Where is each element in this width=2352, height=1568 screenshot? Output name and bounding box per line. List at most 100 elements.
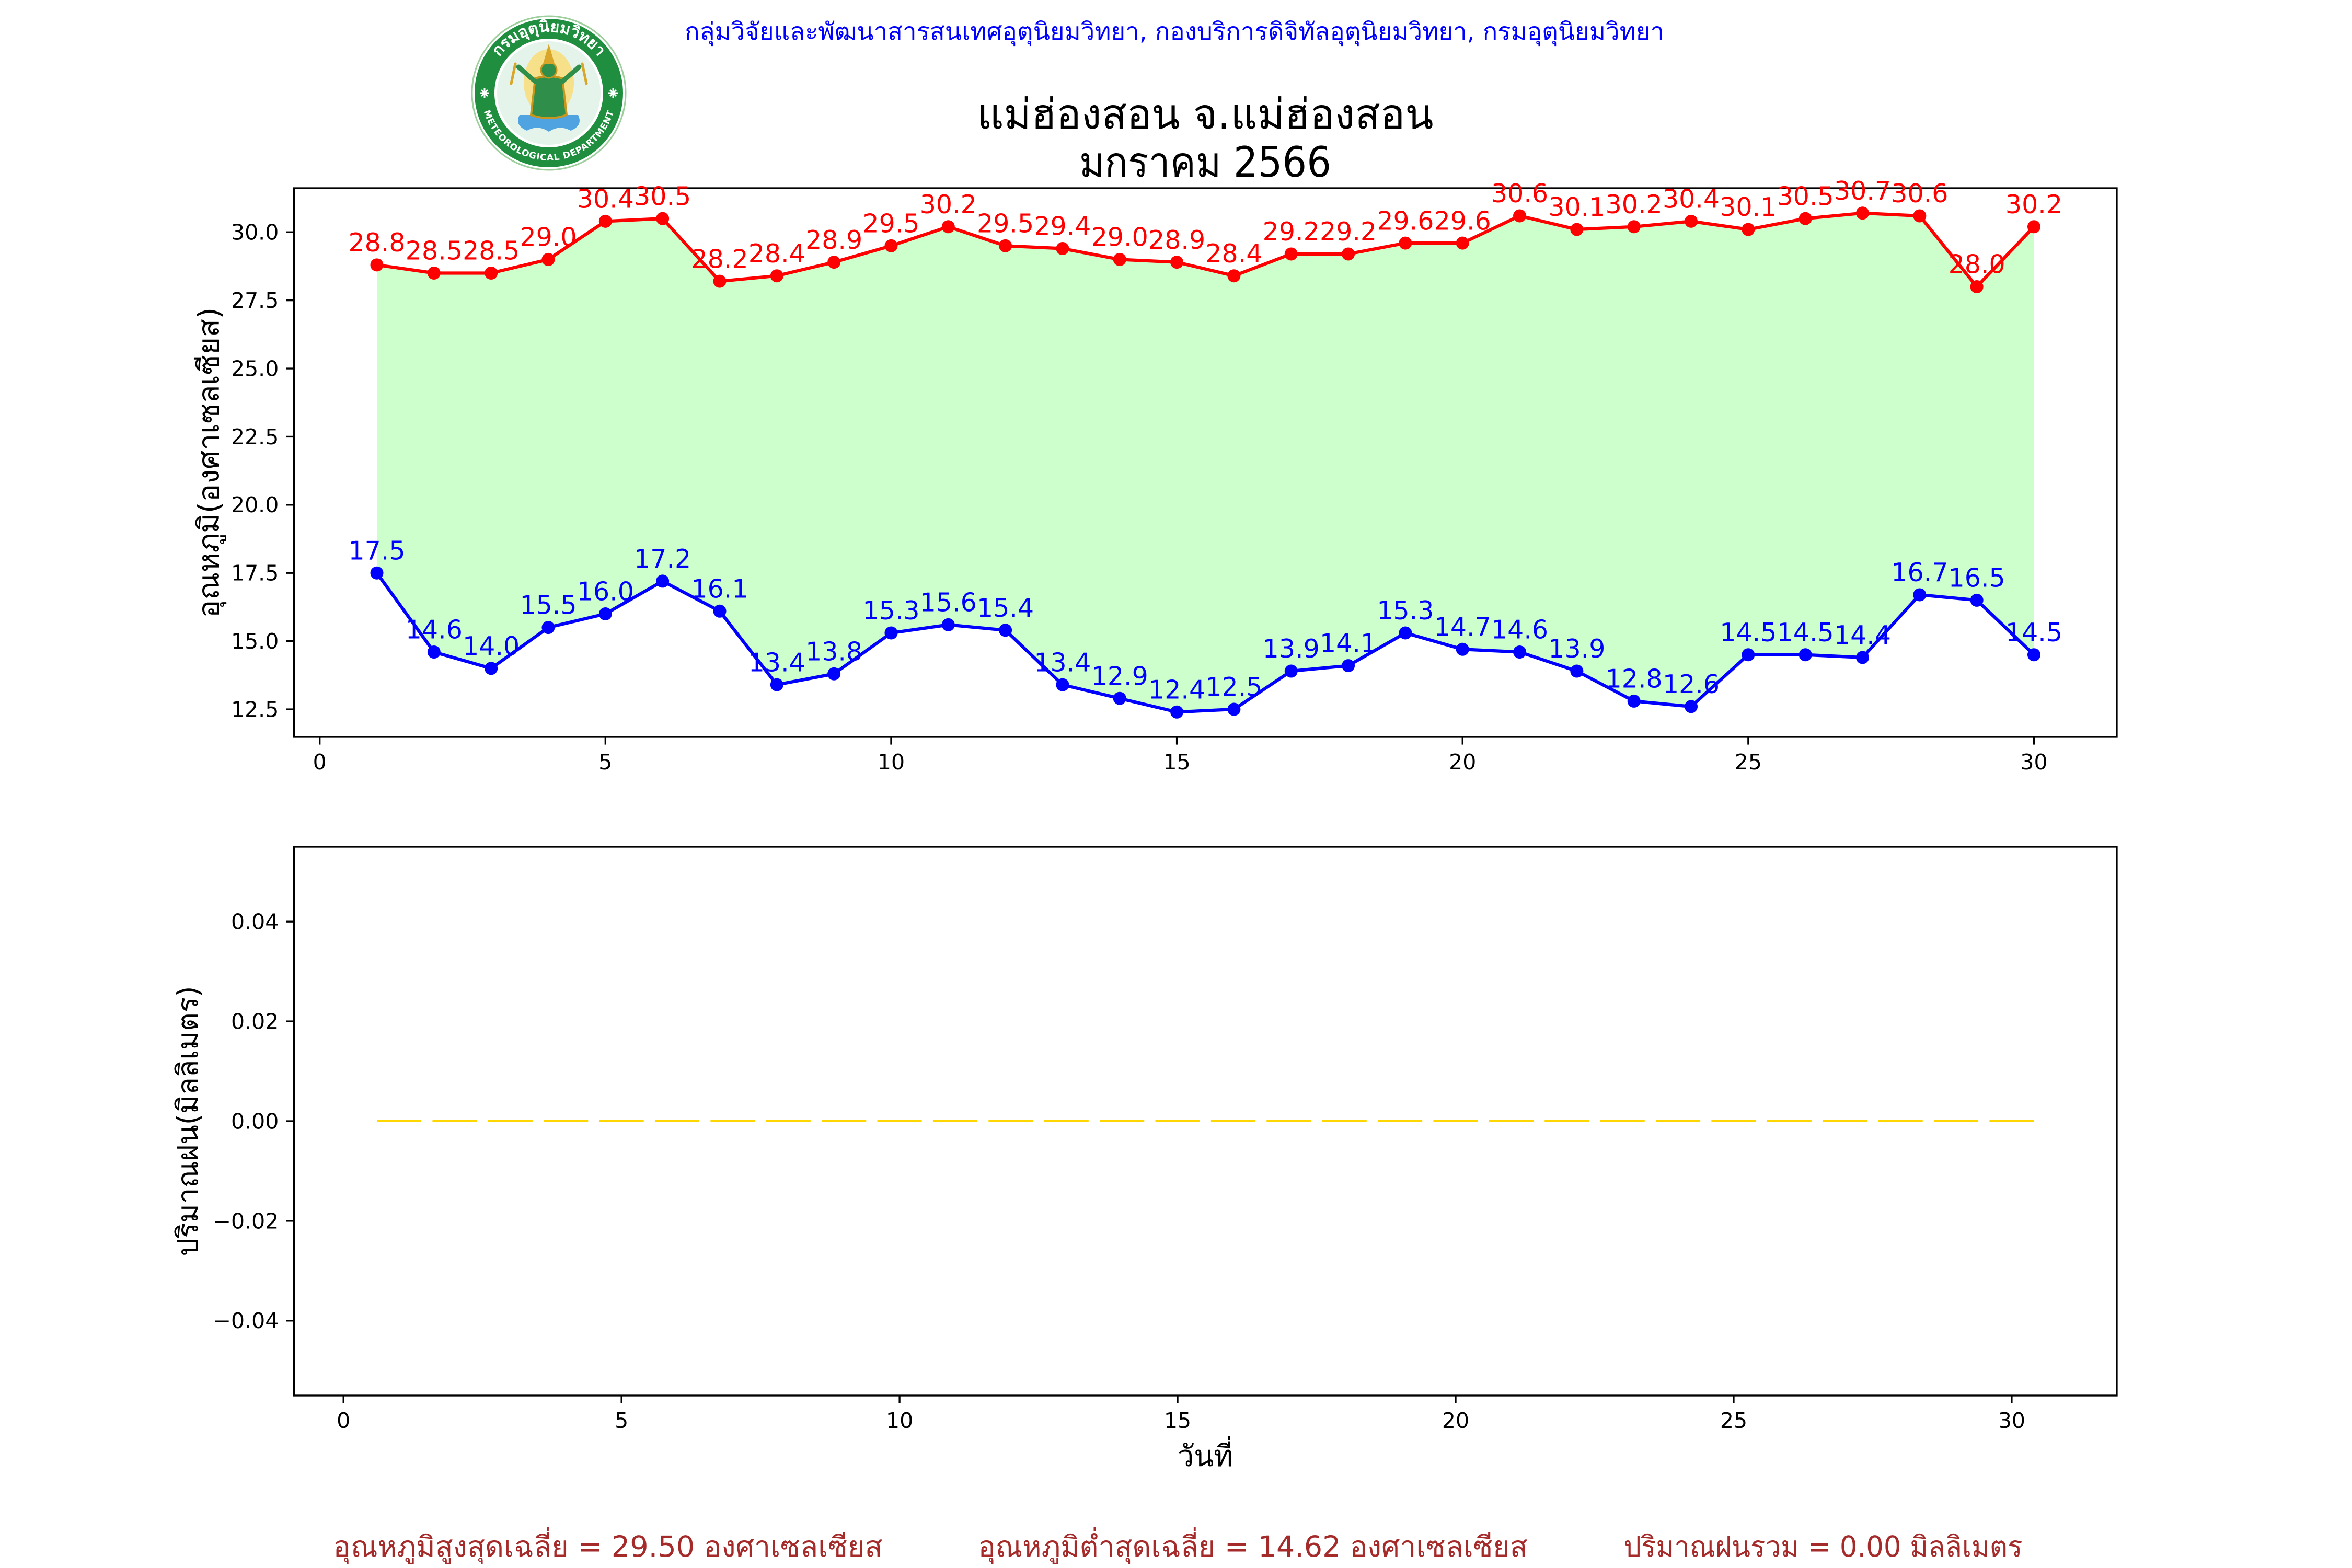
max-temp-value-label: 30.6 [1491, 179, 1548, 209]
rain-bar [1711, 1120, 1756, 1122]
min-temp-value-label: 16.5 [1949, 563, 2005, 593]
rain-bar [1155, 1120, 1200, 1122]
min-temp-point [999, 624, 1012, 637]
min-temp-value-label: 12.5 [1205, 672, 1262, 702]
min-temp-point [485, 662, 498, 675]
min-temp-point [656, 574, 670, 588]
max-temp-value-label: 30.4 [577, 185, 634, 214]
rain-bar [544, 1120, 589, 1122]
max-temp-point [598, 214, 612, 228]
min-temp-value-label: 15.4 [977, 593, 1034, 623]
rain-bar [654, 1120, 700, 1122]
temperature-y-tick-label: 27.5 [231, 288, 279, 313]
min-temp-value-label: 16.7 [1891, 558, 1948, 587]
rain-bar [1433, 1120, 1478, 1122]
rainfall-y-tick-label: 0.02 [231, 1009, 279, 1034]
min-temp-point [1798, 648, 1812, 662]
max-temp-value-label: 30.5 [1777, 181, 1834, 211]
emblem-arms [516, 64, 582, 84]
temperature-range-fill [377, 213, 2034, 712]
max-temp-point [1342, 247, 1355, 261]
max-temp-point [2027, 220, 2040, 234]
rain-bar [1322, 1120, 1367, 1122]
rain-bar [1100, 1120, 1145, 1122]
min-temp-point [941, 618, 955, 631]
rainfall-y-tick-label: −0.02 [213, 1208, 279, 1233]
temperature-x-tick-label: 0 [313, 750, 327, 775]
min-temp-point [541, 621, 555, 635]
rain-bar [1933, 1120, 1979, 1122]
max-temp-point [1570, 223, 1584, 236]
max-temp-point [941, 220, 955, 234]
max-temp-value-label: 29.6 [1434, 206, 1491, 236]
min-temp-value-label: 13.9 [1263, 634, 1320, 664]
min-temp-point [1855, 651, 1869, 664]
max-temp-value-label: 29.0 [520, 223, 577, 252]
max-temp-point [370, 258, 384, 272]
summary-total-rain: ปริมาณฝนรวม = 0.00 มิลลิเมตร [1624, 1530, 2023, 1563]
rain-bar [766, 1120, 811, 1122]
min-temp-point [1913, 588, 1927, 602]
max-temp-point [1855, 206, 1869, 220]
max-temp-point [485, 266, 498, 280]
temperature-y-tick-label: 22.5 [231, 424, 279, 449]
max-temp-point [999, 239, 1012, 252]
min-temp-point [1970, 593, 1984, 607]
min-temp-point [713, 604, 727, 618]
temperature-y-axis-label: อุณหภูมิ(องศาเซลเซียส) [192, 307, 227, 618]
rain-bar [1044, 1120, 1089, 1122]
min-temp-value-label: 17.5 [348, 536, 405, 566]
min-temp-value-label: 14.5 [1777, 618, 1834, 648]
max-temp-point [1399, 236, 1412, 250]
rainfall-y-tick-label: −0.04 [213, 1308, 279, 1333]
max-temp-value-label: 28.9 [1148, 225, 1205, 255]
max-temp-value-label: 30.2 [1606, 190, 1663, 220]
max-temp-point [1170, 256, 1184, 269]
min-temp-line [375, 572, 2035, 714]
max-temp-value-label: 29.6 [1377, 206, 1434, 236]
chart-subtitle: มกราคม 2566 [1079, 138, 1331, 187]
min-temp-point [1627, 694, 1641, 708]
min-temp-value-label: 15.3 [862, 596, 919, 626]
rainfall-x-tick-label: 20 [1442, 1408, 1469, 1433]
max-temp-value-label: 30.7 [1834, 176, 1891, 206]
rain-bar [1544, 1120, 1589, 1122]
temperature-y-tick-label: 17.5 [231, 561, 279, 586]
rain-bar [1266, 1120, 1311, 1122]
max-temp-point [1113, 252, 1126, 266]
temperature-x-tick-label: 30 [2020, 750, 2047, 775]
max-temp-value-label: 29.2 [1263, 217, 1320, 247]
rain-bar [710, 1120, 755, 1122]
min-temp-value-label: 14.5 [2005, 618, 2062, 648]
header-credit: กลุ่มวิจัยและพัฒนาสารสนเทศอุตุนิยมวิทยา,… [685, 17, 1664, 47]
temperature-x-tick-label: 5 [598, 750, 612, 775]
max-temp-point [1513, 209, 1527, 223]
min-temp-point [598, 607, 612, 620]
rainfall-x-tick-label: 15 [1164, 1408, 1191, 1433]
rain-bar [1489, 1120, 1534, 1122]
max-temp-point [827, 256, 841, 269]
min-temp-point [1456, 642, 1469, 656]
max-temp-value-label: 28.5 [406, 236, 463, 266]
logo-right-ornament [608, 88, 618, 98]
max-temp-point [1627, 220, 1641, 234]
min-temp-value-label: 17.2 [634, 544, 691, 574]
rain-bar [822, 1120, 867, 1122]
rain-bar [932, 1120, 978, 1122]
min-temp-value-label: 12.4 [1148, 675, 1205, 705]
min-temp-point [427, 645, 441, 659]
min-temp-point [1399, 626, 1412, 640]
min-temp-point [1227, 702, 1241, 716]
min-temp-value-label: 12.6 [1663, 670, 1720, 699]
temperature-y-tick-label: 25.0 [231, 356, 279, 381]
min-temp-point [370, 566, 384, 580]
min-temp-value-label: 12.9 [1091, 661, 1148, 691]
max-temp-value-label: 30.1 [1548, 192, 1605, 222]
max-temp-line [376, 211, 2035, 289]
min-temp-point [1742, 648, 1755, 662]
min-temp-point [1685, 700, 1698, 713]
max-temp-point [656, 212, 670, 225]
min-temp-point [827, 667, 841, 681]
max-temp-value-label: 29.5 [862, 209, 919, 238]
min-temp-point [1513, 645, 1527, 659]
